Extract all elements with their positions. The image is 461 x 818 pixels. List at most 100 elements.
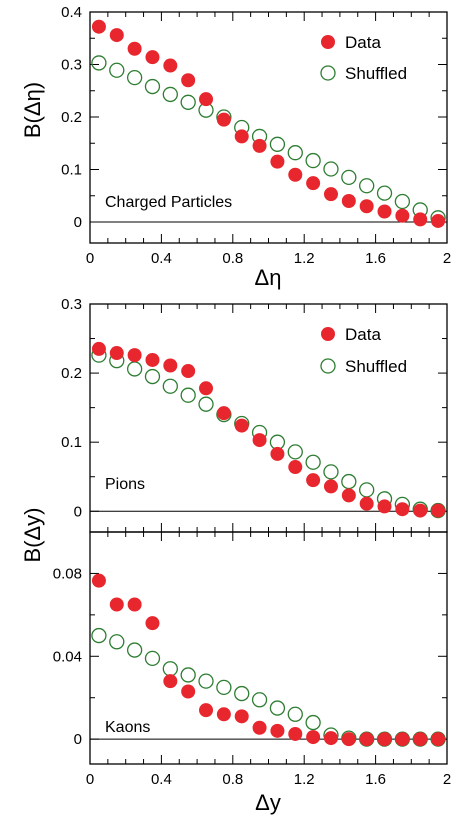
shuffled-point [269, 700, 286, 716]
data-point [431, 503, 446, 518]
x-tick-label: 0.8 [222, 771, 243, 788]
data-point [413, 212, 428, 227]
shuffled-point [394, 193, 411, 210]
shuffled-point [198, 396, 214, 412]
shuffled-point [305, 714, 321, 731]
data-point [395, 732, 410, 747]
x-tick-label: 1.2 [294, 771, 315, 788]
data-point [341, 194, 356, 208]
data-point [109, 597, 124, 612]
panels-layer: 0 0.4 0.8 1.2 1.6 2 0 0.1 0.2 0.3 0.4 0 0.1 0.2 0.3 0 0.… [53, 4, 451, 788]
shuffled-point [180, 94, 196, 110]
y-tick-label: 0 [74, 731, 82, 748]
shuffled-point [198, 673, 214, 689]
data-point [199, 703, 214, 718]
data-point [270, 446, 285, 461]
panel1-ylabel: B(Δη) [20, 82, 45, 138]
data-point [323, 479, 338, 494]
data-point [341, 488, 356, 503]
shuffled-point [144, 650, 161, 667]
panel1-xlabel: Δη [255, 265, 282, 290]
x-tick-label: 0 [86, 250, 94, 267]
shuffled-point [269, 136, 286, 152]
shuffled-point [162, 661, 178, 677]
data-point [216, 112, 231, 127]
shuffled-point [162, 378, 178, 394]
shuffled-point [126, 642, 143, 658]
shuffled-point [287, 444, 303, 460]
data-point [234, 418, 249, 433]
legend-data-label: Data [345, 325, 381, 344]
data-point [109, 346, 124, 361]
data-point [413, 732, 428, 747]
y-tick-label: 0.04 [53, 648, 82, 665]
y-tick-label: 0.1 [61, 162, 82, 179]
shuffled-point [91, 627, 107, 644]
data-point [288, 460, 303, 475]
legend-shuffled-label: Shuffled [345, 64, 407, 83]
shuffled-point [305, 152, 321, 169]
data-point [181, 364, 196, 379]
data-point [341, 732, 356, 747]
data-point [181, 684, 196, 699]
shuffled-point [341, 169, 357, 186]
legend-shuffled-marker [320, 358, 336, 374]
data-point [323, 731, 338, 746]
x-tick-label: 1.6 [365, 250, 386, 267]
panel-label-charged: Charged Particles [105, 194, 232, 211]
y-tick-label: 0 [74, 214, 82, 231]
data-point [323, 187, 338, 202]
data-point [163, 358, 178, 373]
x-tick-label: 2 [443, 250, 451, 267]
legend-shuffled-label: Shuffled [345, 357, 407, 376]
panel-label-pions: Pions [105, 476, 145, 493]
data-point [306, 473, 321, 488]
x-tick-label: 1.2 [294, 250, 315, 267]
kaons-xlabel: Δy [255, 790, 281, 815]
panel-label-kaons: Kaons [105, 719, 150, 736]
data-point [395, 502, 410, 517]
y-tick-label: 0.1 [61, 434, 82, 451]
data-point [306, 730, 321, 745]
data-point [216, 707, 231, 722]
data-point [181, 73, 196, 88]
y-tick-label: 0.4 [61, 4, 82, 21]
legend-data-label: Data [345, 33, 381, 52]
legend-shuffled-marker [320, 65, 336, 81]
y-tick-label: 0.2 [61, 109, 82, 126]
data-point [234, 709, 249, 724]
data-point [163, 674, 178, 689]
legend-data-marker [321, 35, 335, 49]
legend-data-marker [321, 327, 335, 341]
data-point [270, 154, 285, 169]
shuffled-point [109, 62, 125, 78]
shuffled-point [359, 482, 375, 498]
shuffled-point [234, 685, 250, 702]
shuffled-point [126, 69, 143, 86]
shuffled-point [126, 361, 143, 377]
data-point [359, 199, 374, 214]
y-tick-label: 0.3 [61, 57, 82, 74]
data-point [127, 348, 142, 363]
data-point [288, 726, 303, 741]
data-point [145, 352, 160, 367]
data-point [234, 129, 249, 144]
data-point [199, 92, 214, 107]
shuffled-point [287, 145, 303, 161]
pions-kaons-ylabel: B(Δy) [20, 507, 45, 562]
data-point [127, 597, 142, 612]
data-point [288, 167, 303, 182]
data-point [359, 496, 374, 511]
data-point [145, 616, 160, 631]
data-point [163, 58, 178, 73]
data-point [377, 499, 392, 514]
shuffled-point [376, 185, 393, 201]
data-point [359, 732, 374, 747]
x-tick-label: 0.4 [151, 771, 172, 788]
x-tick-label: 0.8 [222, 250, 243, 267]
data-point [377, 732, 392, 747]
shuffled-point [323, 161, 339, 177]
x-tick-label: 2 [443, 771, 451, 788]
x-tick-label: 0.4 [151, 250, 172, 267]
